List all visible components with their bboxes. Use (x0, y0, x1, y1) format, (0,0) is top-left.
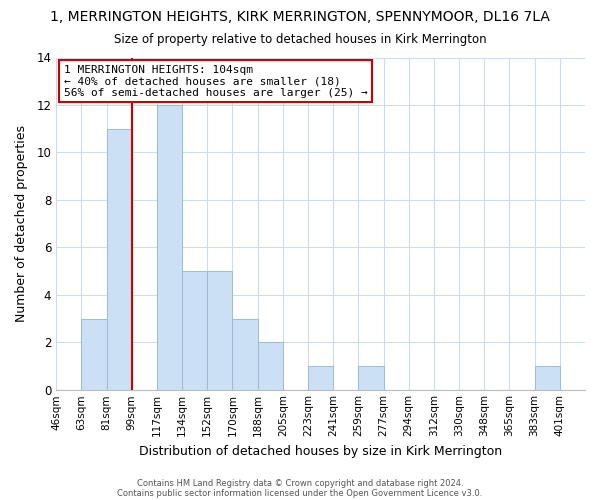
Bar (207, 271, 232, 390)
Text: Contains public sector information licensed under the Open Government Licence v3: Contains public sector information licen… (118, 488, 482, 498)
X-axis label: Distribution of detached houses by size in Kirk Merrington: Distribution of detached houses by size … (139, 444, 502, 458)
Bar (107, 128, 132, 390)
Y-axis label: Number of detached properties: Number of detached properties (15, 125, 28, 322)
Bar (232, 318, 257, 390)
Text: 1, MERRINGTON HEIGHTS, KIRK MERRINGTON, SPENNYMOOR, DL16 7LA: 1, MERRINGTON HEIGHTS, KIRK MERRINGTON, … (50, 10, 550, 24)
Text: 1 MERRINGTON HEIGHTS: 104sqm
← 40% of detached houses are smaller (18)
56% of se: 1 MERRINGTON HEIGHTS: 104sqm ← 40% of de… (64, 64, 367, 98)
Bar (358, 366, 383, 390)
Text: Contains HM Land Registry data © Crown copyright and database right 2024.: Contains HM Land Registry data © Crown c… (137, 478, 463, 488)
Bar (182, 271, 207, 390)
Bar (257, 342, 283, 390)
Bar (535, 366, 560, 390)
Bar (157, 105, 182, 390)
Bar (308, 366, 333, 390)
Text: Size of property relative to detached houses in Kirk Merrington: Size of property relative to detached ho… (113, 32, 487, 46)
Bar (82, 318, 107, 390)
